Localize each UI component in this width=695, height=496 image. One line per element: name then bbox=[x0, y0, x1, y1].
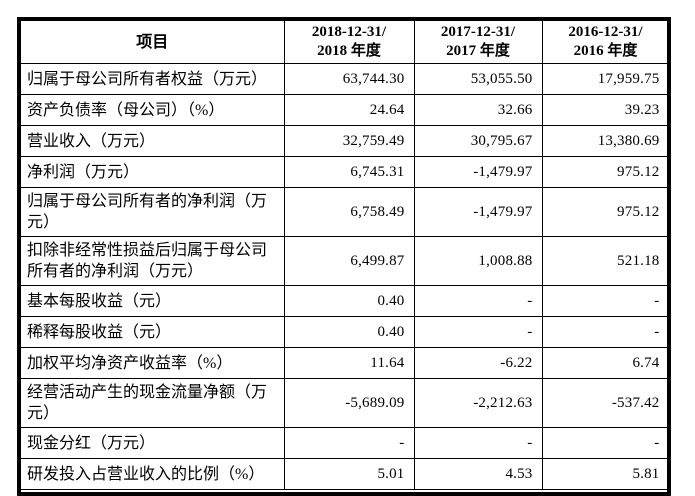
key-financials-table: 项目 2018-12-31/ 2018 年度 2017-12-31/ 2017 … bbox=[21, 21, 670, 490]
row-value-2016: -537.42 bbox=[541, 378, 670, 428]
table-row: 经营活动产生的现金流量净额（万元） -5,689.09 -2,212.63 -5… bbox=[21, 378, 670, 428]
row-value-2016: 17,959.75 bbox=[541, 63, 670, 95]
row-value-2018: 5.01 bbox=[283, 458, 415, 490]
header-period-2016: 2016-12-31/ 2016 年度 bbox=[541, 21, 670, 64]
header-period-2017: 2017-12-31/ 2017 年度 bbox=[413, 21, 543, 64]
table-row: 加权平均净资产收益率（%） 11.64 -6.22 6.74 bbox=[21, 347, 670, 379]
header-item: 项目 bbox=[21, 21, 285, 64]
row-value-2018: 6,745.31 bbox=[283, 156, 415, 188]
table-row: 资产负债率（母公司）（%） 24.64 32.66 39.23 bbox=[21, 94, 670, 126]
row-value-2018: 24.64 bbox=[283, 94, 415, 126]
row-value-2017: 1,008.88 bbox=[413, 236, 543, 286]
table-row: 扣除非经常性损益后归属于母公司所有者的净利润（万元） 6,499.87 1,00… bbox=[21, 236, 670, 286]
row-label: 扣除非经常性损益后归属于母公司所有者的净利润（万元） bbox=[21, 236, 285, 286]
row-label: 净利润（万元） bbox=[21, 156, 285, 188]
financial-summary-table: 项目 2018-12-31/ 2018 年度 2017-12-31/ 2017 … bbox=[17, 17, 671, 496]
table-row: 营业收入（万元） 32,759.49 30,795.67 13,380.69 bbox=[21, 125, 670, 157]
row-label: 归属于母公司所有者权益（万元） bbox=[21, 63, 285, 95]
row-value-2018: 6,758.49 bbox=[283, 187, 415, 237]
row-value-2017: 53,055.50 bbox=[413, 63, 543, 95]
row-label: 经营活动产生的现金流量净额（万元） bbox=[21, 378, 285, 428]
row-value-2018: 6,499.87 bbox=[283, 236, 415, 286]
row-label: 资产负债率（母公司）（%） bbox=[21, 94, 285, 126]
row-value-2017: -1,479.97 bbox=[413, 156, 543, 188]
row-value-2016: 975.12 bbox=[541, 187, 670, 237]
row-label: 加权平均净资产收益率（%） bbox=[21, 347, 285, 379]
row-value-2018: 32,759.49 bbox=[283, 125, 415, 157]
row-value-2018: 11.64 bbox=[283, 347, 415, 379]
row-value-2016: - bbox=[541, 285, 670, 317]
row-value-2016: 6.74 bbox=[541, 347, 670, 379]
table-row: 研发投入占营业收入的比例（%） 5.01 4.53 5.81 bbox=[21, 458, 670, 490]
row-value-2016: 13,380.69 bbox=[541, 125, 670, 157]
row-value-2018: -5,689.09 bbox=[283, 378, 415, 428]
row-value-2016: - bbox=[541, 316, 670, 348]
table-row: 净利润（万元） 6,745.31 -1,479.97 975.12 bbox=[21, 156, 670, 188]
row-value-2017: -1,479.97 bbox=[413, 187, 543, 237]
header-period-2018: 2018-12-31/ 2018 年度 bbox=[283, 21, 415, 64]
row-value-2017: - bbox=[413, 285, 543, 317]
row-value-2018: - bbox=[283, 427, 415, 459]
row-value-2016: - bbox=[541, 427, 670, 459]
row-value-2017: - bbox=[413, 316, 543, 348]
row-value-2017: 4.53 bbox=[413, 458, 543, 490]
row-label: 现金分红（万元） bbox=[21, 427, 285, 459]
table-row: 现金分红（万元） - - - bbox=[21, 427, 670, 459]
row-value-2018: 0.40 bbox=[283, 285, 415, 317]
row-value-2017: 32.66 bbox=[413, 94, 543, 126]
row-value-2017: 30,795.67 bbox=[413, 125, 543, 157]
row-value-2016: 975.12 bbox=[541, 156, 670, 188]
table-row: 稀释每股收益（元） 0.40 - - bbox=[21, 316, 670, 348]
row-label: 研发投入占营业收入的比例（%） bbox=[21, 458, 285, 490]
row-value-2017: -2,212.63 bbox=[413, 378, 543, 428]
table-row: 基本每股收益（元） 0.40 - - bbox=[21, 285, 670, 317]
table-row: 归属于母公司所有者权益（万元） 63,744.30 53,055.50 17,9… bbox=[21, 63, 670, 95]
row-label: 归属于母公司所有者的净利润（万元） bbox=[21, 187, 285, 237]
row-value-2018: 63,744.30 bbox=[283, 63, 415, 95]
table-row: 归属于母公司所有者的净利润（万元） 6,758.49 -1,479.97 975… bbox=[21, 187, 670, 237]
row-value-2017: -6.22 bbox=[413, 347, 543, 379]
row-value-2016: 521.18 bbox=[541, 236, 670, 286]
row-value-2016: 5.81 bbox=[541, 458, 670, 490]
row-label: 基本每股收益（元） bbox=[21, 285, 285, 317]
row-label: 营业收入（万元） bbox=[21, 125, 285, 157]
row-value-2018: 0.40 bbox=[283, 316, 415, 348]
row-label: 稀释每股收益（元） bbox=[21, 316, 285, 348]
table-header-row: 项目 2018-12-31/ 2018 年度 2017-12-31/ 2017 … bbox=[21, 21, 670, 64]
row-value-2017: - bbox=[413, 427, 543, 459]
row-value-2016: 39.23 bbox=[541, 94, 670, 126]
